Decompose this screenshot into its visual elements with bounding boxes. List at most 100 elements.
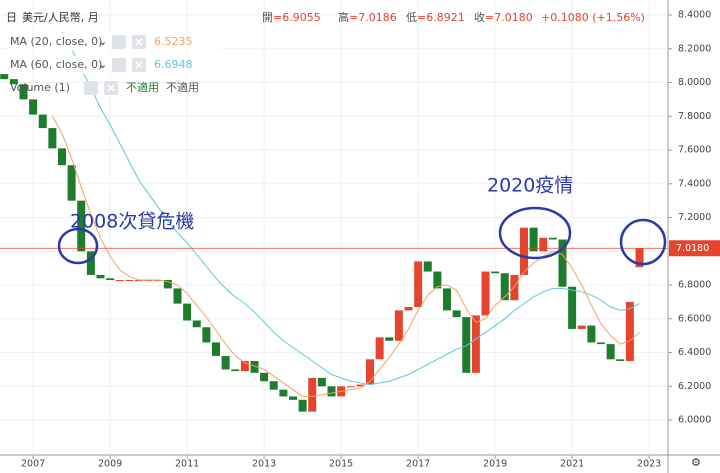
highlight-circle bbox=[619, 218, 667, 266]
ohlc-value: +0.1080 (+1.56%) bbox=[541, 11, 645, 24]
legend-value: 6.5235 bbox=[154, 35, 193, 48]
candle-body bbox=[308, 377, 317, 412]
candle-body bbox=[192, 320, 201, 328]
candle-body bbox=[173, 288, 182, 304]
annotation: 2008次貸危機 bbox=[70, 211, 194, 233]
candle-body bbox=[0, 74, 9, 80]
legend-name: MA (60, close, 0) bbox=[10, 58, 102, 71]
candle-body bbox=[279, 389, 288, 397]
candle-body bbox=[317, 377, 326, 387]
settings-button[interactable] bbox=[112, 35, 126, 49]
candle-body bbox=[250, 360, 259, 373]
candle-body bbox=[106, 278, 115, 280]
candle-body bbox=[423, 261, 432, 272]
highlight-circle bbox=[498, 206, 572, 260]
chart-title: 美元/人民幣, 月 bbox=[22, 11, 99, 24]
x-tick-label: 2013 bbox=[252, 459, 276, 470]
candle-body bbox=[19, 84, 28, 100]
candle-body bbox=[211, 342, 220, 356]
candle-body bbox=[240, 360, 249, 372]
y-tick-label: 7.8000 bbox=[678, 111, 711, 122]
y-tick-label: 7.4000 bbox=[678, 178, 711, 189]
candle-body bbox=[365, 359, 374, 385]
candle-body bbox=[260, 372, 269, 382]
settings-button[interactable] bbox=[112, 58, 126, 72]
candle-body bbox=[115, 279, 124, 281]
x-tick-label: 2007 bbox=[21, 459, 45, 470]
candle-body bbox=[77, 200, 86, 252]
ohlc-item: 開=6.9055 bbox=[262, 11, 321, 24]
candle-body bbox=[67, 165, 76, 201]
remove-icon bbox=[107, 84, 115, 92]
symbol-icon: 日 bbox=[6, 11, 17, 24]
candle-body bbox=[125, 279, 134, 281]
candle-body bbox=[57, 148, 66, 166]
legend-value: 不適用 bbox=[126, 80, 159, 94]
last-price-box bbox=[669, 240, 720, 257]
ohlc-value: =6.9055 bbox=[273, 11, 321, 24]
candle-body bbox=[510, 274, 519, 301]
candle-body bbox=[356, 384, 365, 387]
ohlc-value: =7.0186 bbox=[349, 11, 397, 24]
remove-icon bbox=[135, 61, 143, 69]
candle-body bbox=[385, 337, 394, 341]
highlight-circle bbox=[57, 227, 99, 265]
candle-body bbox=[625, 301, 634, 361]
y-tick-label: 6.2000 bbox=[678, 381, 711, 392]
overlay: 2008次貸危機 2020疫情 日 美元/人民幣, 月 7.0180 開=6.90… bbox=[6, 10, 720, 266]
plot bbox=[0, 31, 668, 412]
settings-icon[interactable]: ⚙ bbox=[691, 456, 701, 469]
candle-body bbox=[346, 386, 355, 388]
x-tick-label: 2015 bbox=[329, 459, 353, 470]
ohlc-item: +0.1080 (+1.56%) bbox=[541, 11, 645, 24]
y-tick-label: 8.2000 bbox=[678, 43, 711, 54]
candle-body bbox=[404, 306, 413, 311]
candle-body bbox=[462, 317, 471, 373]
candle-body bbox=[616, 359, 625, 361]
candle-body bbox=[48, 128, 57, 149]
ohlc-item: 收=7.0180 bbox=[474, 10, 533, 24]
candle-body bbox=[163, 279, 172, 289]
candle-body bbox=[231, 369, 240, 372]
legend-name: Volume (1) bbox=[10, 81, 70, 94]
y-tick-label: 7.6000 bbox=[678, 145, 711, 156]
candle-body bbox=[539, 237, 548, 252]
candle-body bbox=[471, 315, 480, 373]
x-tick-label: 2009 bbox=[98, 459, 122, 470]
ohlc-label: 開 bbox=[262, 11, 273, 24]
legend-caret: ⌄ bbox=[98, 35, 107, 48]
candle-body bbox=[597, 342, 606, 345]
x-tick-label: 2017 bbox=[406, 459, 430, 470]
annotation: 2020疫情 bbox=[487, 175, 573, 197]
ohlc-label: 收 bbox=[474, 10, 485, 24]
y-tick-label: 8.4000 bbox=[678, 10, 711, 21]
last-price-label: 7.0180 bbox=[676, 243, 709, 254]
settings-button[interactable] bbox=[84, 81, 98, 95]
y-tick-label: 8.0000 bbox=[678, 77, 711, 88]
candle-body bbox=[481, 271, 490, 316]
candle-body bbox=[375, 337, 384, 360]
candle-body bbox=[288, 396, 297, 400]
candle-body bbox=[298, 399, 307, 412]
ohlc-item: 低=6.8921 bbox=[406, 11, 465, 24]
candle-body bbox=[568, 286, 577, 329]
candle-body bbox=[452, 310, 461, 318]
candle-body bbox=[183, 303, 192, 321]
candle-body bbox=[529, 227, 538, 252]
ohlc-value: =7.0180 bbox=[485, 11, 533, 24]
remove-icon bbox=[135, 38, 143, 46]
candle-body bbox=[9, 79, 18, 85]
candle-body bbox=[86, 251, 95, 275]
candle-body bbox=[500, 273, 509, 301]
ohlc-value: =6.8921 bbox=[417, 11, 465, 24]
candle-body bbox=[414, 261, 423, 307]
y-tick-label: 6.6000 bbox=[678, 313, 711, 324]
candle-body bbox=[269, 381, 278, 390]
ohlc-item: 高=7.0186 bbox=[338, 10, 397, 24]
candle-body bbox=[548, 237, 557, 240]
ma-line bbox=[61, 31, 640, 386]
y-tick-label: 6.4000 bbox=[678, 347, 711, 358]
candle-body bbox=[520, 227, 529, 275]
